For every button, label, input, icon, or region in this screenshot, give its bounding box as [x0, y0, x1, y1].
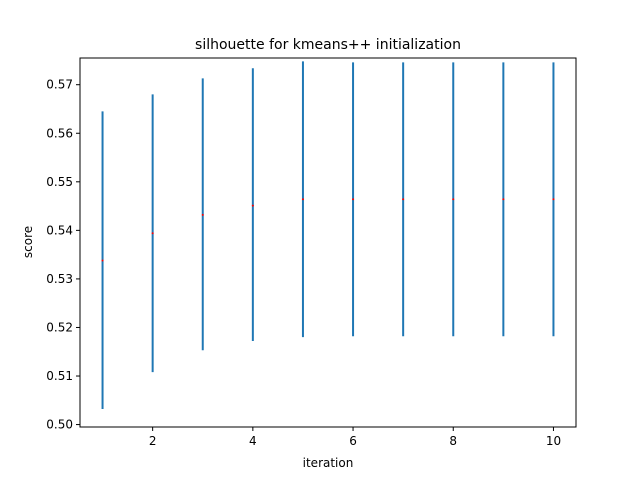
data-point [301, 198, 304, 201]
y-tick-label: 0.50 [46, 418, 73, 432]
y-axis: 0.50 0.51 0.52 0.53 0.54 0.55 0.56 0.57 [46, 78, 80, 432]
x-axis: 2 4 6 8 10 [149, 427, 561, 448]
chart-title: silhouette for kmeans++ initialization [195, 37, 461, 53]
x-tick-label: 6 [349, 434, 357, 448]
data-point [201, 213, 204, 216]
y-tick-label: 0.53 [46, 272, 73, 286]
data-point [402, 198, 405, 201]
y-tick-label: 0.54 [46, 223, 73, 237]
data-point [251, 204, 254, 207]
y-tick-label: 0.51 [46, 369, 73, 383]
data-point [101, 259, 104, 262]
y-axis-label: score [21, 226, 35, 258]
axes-frame [79, 57, 577, 428]
data-point [552, 198, 555, 201]
data-point [452, 198, 455, 201]
x-tick-label: 8 [449, 434, 457, 448]
plot-area [101, 61, 555, 410]
data-point [352, 198, 355, 201]
y-tick-label: 0.55 [46, 175, 73, 189]
y-tick-label: 0.56 [46, 126, 73, 140]
x-axis-label: iteration [303, 456, 354, 470]
data-point [502, 198, 505, 201]
x-tick-label: 10 [546, 434, 561, 448]
x-tick-label: 4 [249, 434, 257, 448]
y-tick-label: 0.52 [46, 320, 73, 334]
y-tick-label: 0.57 [46, 78, 73, 92]
data-point [151, 232, 154, 235]
x-tick-label: 2 [149, 434, 157, 448]
